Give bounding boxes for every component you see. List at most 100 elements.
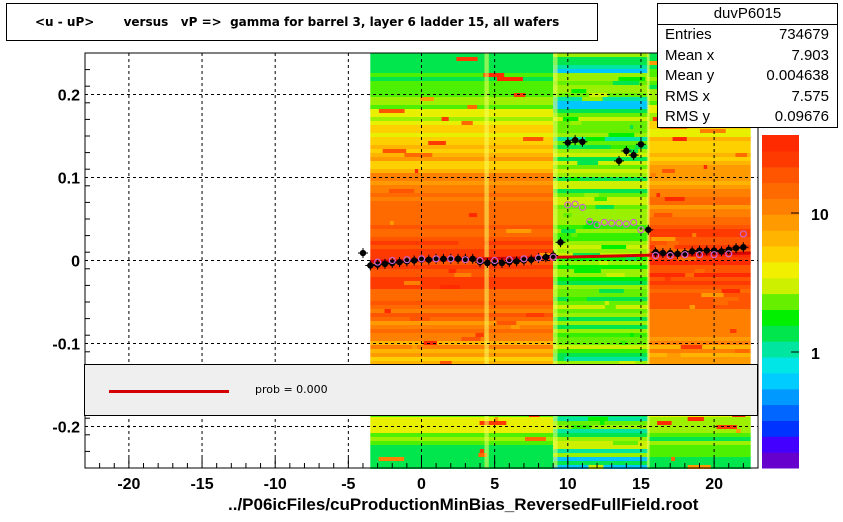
heat-cell [648,445,751,449]
heat-cell [648,357,751,361]
heat-speckle [461,121,473,125]
heat-speckle [607,285,617,289]
heat-speckle [594,197,607,201]
data-point-open [491,256,499,265]
heat-cell [553,301,649,305]
y-tick-label: -0.1 [52,337,80,354]
heat-speckle [448,269,457,273]
heat-cell [648,265,751,269]
heat-cell [553,73,649,77]
heat-cell [370,437,554,441]
heat-cell [370,253,554,257]
heat-cell [370,69,554,73]
heat-cell [648,337,751,341]
heat-cell [553,361,649,365]
data-point [703,247,710,254]
heat-cell [553,53,649,57]
heat-cell [370,213,554,217]
heat-speckle [382,149,407,153]
stats-box: duvP6015 Entries 734679 Mean x 7.903 Mean … [657,3,838,128]
data-point-open [578,203,587,211]
colorbar: 1102 [762,67,834,469]
data-point-open [534,254,543,262]
data-point [513,258,520,265]
heat-cell [553,181,649,185]
heat-cell [370,201,554,205]
heat-speckle [479,449,484,453]
data-point-open [666,251,674,260]
data-point [367,262,374,269]
heat-cell [370,233,554,237]
heat-cell [553,317,649,321]
heat-speckle [468,213,478,217]
heat-cell [370,341,554,345]
heat-cell [648,229,751,233]
heat-cell [553,233,649,237]
heat-cell [648,261,751,265]
heat-cell [370,73,554,77]
heat-cell [553,113,649,117]
stats-label: RMS y [665,108,710,125]
heat-speckle [732,325,740,329]
heat-cell [553,225,649,229]
colorbar-segment [762,325,799,342]
heat-cell [553,193,649,197]
heat-cell [553,333,649,337]
heat-cell [370,221,554,225]
heat-speckle [571,425,592,429]
heat-cell [553,281,649,285]
heat-speckle [458,241,484,245]
data-point [571,136,579,144]
data-point-open [622,220,630,228]
heat-speckle [461,337,481,341]
heat-cell [553,105,649,109]
stats-row-mean-y: Mean y 0.004638 [658,66,837,87]
heat-cell [370,145,554,149]
heat-cell [370,205,554,209]
y-tick-label: 0.2 [58,88,80,105]
heat-cell [648,421,751,425]
data-point-open [374,258,382,266]
heat-cell [370,281,554,285]
heat-speckle [694,269,705,273]
data-point [732,244,740,252]
heat-speckle [606,273,625,277]
stats-row-entries: Entries 734679 [658,25,837,46]
heat-cell [370,249,554,253]
heat-cell [370,101,554,105]
data-point-open [476,256,484,265]
heat-cell [553,337,649,341]
heat-speckle [667,353,681,357]
heat-speckle [440,285,460,289]
heat-cell [553,65,649,69]
data-point [498,259,506,267]
heat-cell [370,245,554,249]
heat-cell [553,189,649,193]
heat-speckle [571,89,587,93]
heat-cell [648,309,751,313]
heat-cell [370,157,554,161]
heat-cell [648,257,751,261]
heat-speckle [523,137,544,141]
heat-speckle [475,333,484,337]
heat-speckle [572,253,601,257]
stats-row-mean-x: Mean x 7.903 [658,46,837,67]
heat-cell [370,321,554,325]
heat-speckle [713,297,739,301]
heat-speckle [687,417,704,421]
heat-cell [553,257,649,261]
data-point [615,157,623,165]
heat-cell [648,205,751,209]
heat-cell [370,425,554,429]
data-point-open [520,255,528,263]
heat-speckle [596,85,600,89]
heat-cell [648,457,751,461]
data-point [396,258,403,266]
heat-cell [648,161,751,165]
heat-speckle [612,81,640,85]
heat-cell [648,173,751,177]
data-point [681,249,689,257]
heat-cell [370,325,554,329]
heat-speckle [599,289,624,293]
stats-value: 0.09676 [774,108,829,125]
